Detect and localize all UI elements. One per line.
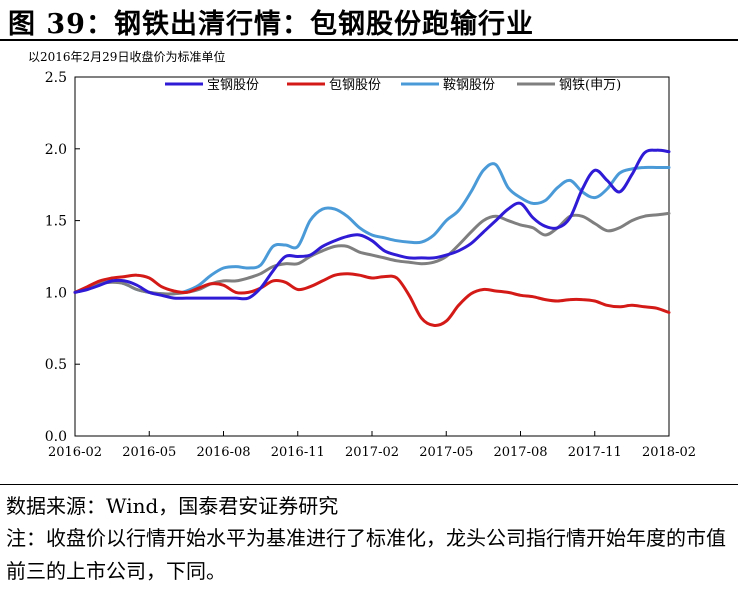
y-tick-label: 2.5 [45, 70, 67, 86]
series-line-3 [73, 162, 671, 296]
series-line-4 [73, 211, 671, 296]
legend-label-4: 钢铁(申万) [559, 78, 621, 93]
x-tick-label: 2016-08 [196, 445, 250, 460]
x-tick-label: 2016-11 [271, 445, 325, 460]
note-text: 注：收盘价以行情开始水平为基准进行了标准化，龙头公司指行情开始年度的市值前三的上… [6, 526, 726, 583]
bottom-rule [0, 484, 738, 485]
series-line-2 [73, 272, 671, 327]
legend-label-2: 包钢股份 [329, 78, 381, 93]
chart-subtitle: 以2016年2月29日收盘价为标准单位 [28, 50, 226, 64]
y-tick-label: 1.5 [45, 214, 67, 230]
x-tick-label: 2017-05 [419, 445, 473, 460]
x-tick-label: 2016-02 [48, 445, 102, 460]
series-line-1 [73, 148, 671, 301]
y-tick-label: 0.0 [45, 429, 67, 445]
legend-label-1: 宝钢股份 [207, 78, 259, 93]
line-chart: 0.0 0.5 1.0 1.5 2.0 2.5 2016-02 2016-05 2016-08 2… [45, 70, 696, 460]
figure-title: 图 39：钢铁出清行情：包钢股份跑输行业 [8, 9, 534, 40]
x-tick-label: 2016-05 [122, 445, 176, 460]
y-tick-label: 0.5 [45, 357, 67, 373]
y-tick-label: 2.0 [45, 142, 67, 158]
source-text: 数据来源：Wind，国泰君安证券研究 [6, 494, 339, 518]
top-rule [0, 39, 738, 41]
x-tick-label: 2017-02 [345, 445, 399, 460]
y-tick-label: 1.0 [45, 285, 67, 301]
x-tick-label: 2017-08 [493, 445, 547, 460]
x-tick-label: 2017-11 [568, 445, 622, 460]
x-tick-label: 2018-02 [642, 445, 696, 460]
legend-label-3: 鞍钢股份 [443, 77, 495, 93]
